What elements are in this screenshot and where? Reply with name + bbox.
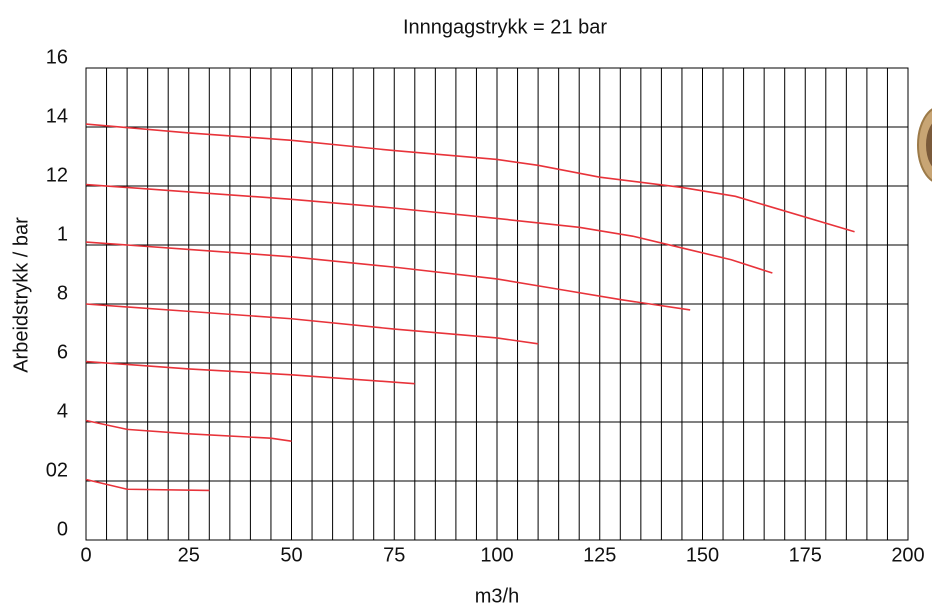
y-tick-label: 0 bbox=[57, 518, 68, 540]
y-tick-label: 4 bbox=[57, 400, 68, 422]
x-tick-label: 175 bbox=[789, 544, 822, 566]
line-series bbox=[85, 241, 691, 311]
y-tick-label: 6 bbox=[57, 341, 68, 363]
y-tick-label: 8 bbox=[57, 282, 68, 304]
x-tick-label: 125 bbox=[583, 544, 616, 566]
y-tick-label: 12 bbox=[46, 164, 68, 186]
line-series bbox=[85, 183, 773, 274]
line-series bbox=[85, 478, 210, 492]
x-tick-label: 200 bbox=[891, 544, 924, 566]
y-tick-label: 14 bbox=[46, 105, 68, 127]
y-tick-label: 1 bbox=[57, 223, 68, 245]
decoration bbox=[926, 123, 932, 167]
y-tick-label: 02 bbox=[46, 459, 68, 481]
decoration bbox=[917, 108, 932, 182]
x-tick-label: 75 bbox=[383, 544, 405, 566]
x-tick-label: 0 bbox=[80, 544, 91, 566]
x-tick-label: 50 bbox=[280, 544, 302, 566]
x-axis-label: m3/h bbox=[475, 585, 519, 607]
x-tick-label: 25 bbox=[178, 544, 200, 566]
line-series bbox=[85, 360, 415, 385]
y-axis-label: Arbeidstrykk / bar bbox=[10, 217, 32, 373]
y-tick-label: 16 bbox=[46, 46, 68, 68]
line-series bbox=[85, 419, 292, 442]
x-tick-label: 100 bbox=[480, 544, 513, 566]
x-tick-label: 150 bbox=[686, 544, 719, 566]
line-series bbox=[85, 303, 539, 345]
line-series bbox=[85, 123, 855, 233]
chart-title: Innngagstrykk = 21 bar bbox=[403, 16, 607, 38]
